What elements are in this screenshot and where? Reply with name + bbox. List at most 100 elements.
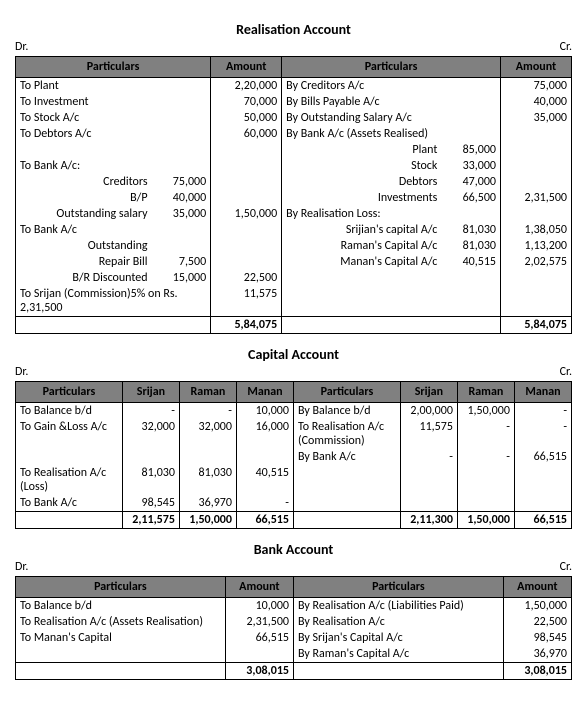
debit-total: 5,84,075 xyxy=(211,317,282,334)
credit-amount xyxy=(501,286,572,317)
debit-amount: 2,20,000 xyxy=(211,78,282,95)
credit-amount: 1,50,000 xyxy=(503,598,571,615)
debit-raman: 81,030 xyxy=(179,465,236,495)
credit-total: 5,84,075 xyxy=(501,317,572,334)
header-raman: Raman xyxy=(179,382,236,403)
debit-manan xyxy=(236,449,293,465)
debit-amount xyxy=(225,646,293,663)
credit-amount: 98,545 xyxy=(503,630,571,646)
header-srijan: Srijan xyxy=(400,382,457,403)
credit-particular xyxy=(293,495,400,512)
credit-srijan: 11,575 xyxy=(400,419,457,449)
credit-particular xyxy=(293,465,400,495)
credit-subamount: 47,000 xyxy=(441,174,500,190)
debit-particular: To Bank A/c xyxy=(16,495,123,512)
credit-subamount: 66,500 xyxy=(441,190,500,206)
debit-particular: Creditors xyxy=(16,174,152,190)
debit-amount: 2,31,500 xyxy=(225,614,293,630)
cr-label: Cr. xyxy=(560,560,572,574)
credit-amount xyxy=(501,206,572,222)
header-raman: Raman xyxy=(457,382,514,403)
credit-subamount: 85,000 xyxy=(441,142,500,158)
bank-account: Bank Account Dr. Cr. Particulars Amount … xyxy=(15,541,572,680)
credit-subamount: 40,515 xyxy=(441,254,500,270)
credit-raman: 1,50,000 xyxy=(457,403,514,420)
debit-total-manan: 66,515 xyxy=(236,512,293,529)
debit-manan: 10,000 xyxy=(236,403,293,420)
credit-particular: By Balance b/d xyxy=(293,403,400,420)
credit-particular: By Realisation A/c (Liabilities Paid) xyxy=(293,598,503,615)
debit-particular: To Manan's Capital xyxy=(16,630,226,646)
debit-particular: To Gain &Loss A/c xyxy=(16,419,123,449)
debit-srijan: - xyxy=(122,403,179,420)
debit-manan: - xyxy=(236,495,293,512)
credit-particular: By Outstanding Salary A/c xyxy=(282,110,501,126)
debit-subamount: 35,000 xyxy=(152,206,211,222)
debit-srijan: 32,000 xyxy=(122,419,179,449)
header-particulars: Particulars xyxy=(16,382,123,403)
debit-subamount: 15,000 xyxy=(152,270,211,286)
debit-raman: 36,970 xyxy=(179,495,236,512)
debit-subamount: 40,000 xyxy=(152,190,211,206)
debit-particular: B/P xyxy=(16,190,152,206)
credit-manan xyxy=(514,495,571,512)
credit-particular: Srijian's capital A/c xyxy=(282,222,442,238)
credit-particular xyxy=(282,270,501,286)
credit-amount xyxy=(501,270,572,286)
debit-particular: B/R Discounted xyxy=(16,270,152,286)
credit-amount: 22,500 xyxy=(503,614,571,630)
credit-particular: Raman's Capital A/c xyxy=(282,238,442,254)
debit-raman: 32,000 xyxy=(179,419,236,449)
dr-label: Dr. xyxy=(15,365,28,379)
credit-particular: By Bank A/c xyxy=(293,449,400,465)
debit-srijan xyxy=(122,449,179,465)
debit-amount xyxy=(211,238,282,254)
credit-amount: 2,02,575 xyxy=(501,254,572,270)
cr-label: Cr. xyxy=(560,365,572,379)
credit-total-raman: 1,50,000 xyxy=(457,512,514,529)
debit-particular: To Realisation A/c (Loss) xyxy=(16,465,123,495)
credit-particular: Stock xyxy=(282,158,442,174)
header-particulars: Particulars xyxy=(293,577,503,598)
credit-manan: 66,515 xyxy=(514,449,571,465)
bank-table: Particulars Amount Particulars Amount To… xyxy=(15,576,572,680)
credit-particular: By Srijan's Capital A/c xyxy=(293,630,503,646)
debit-particular: Outstanding xyxy=(16,238,152,254)
header-amount: Amount xyxy=(225,577,293,598)
debit-manan: 40,515 xyxy=(236,465,293,495)
debit-particular: To Srijan (Commission)5% on Rs. 2,31,500 xyxy=(16,286,211,317)
dr-label: Dr. xyxy=(15,40,28,54)
credit-amount: 36,970 xyxy=(503,646,571,663)
dr-cr-row: Dr. Cr. xyxy=(15,365,572,379)
debit-particular: To Bank A/c: xyxy=(16,158,211,174)
credit-particular: By Raman's Capital A/c xyxy=(293,646,503,663)
header-amount: Amount xyxy=(211,57,282,78)
header-manan: Manan xyxy=(236,382,293,403)
debit-raman: - xyxy=(179,403,236,420)
credit-particular: By Realisation Loss: xyxy=(282,206,501,222)
credit-amount xyxy=(501,142,572,158)
debit-amount: 60,000 xyxy=(211,126,282,142)
header-particulars: Particulars xyxy=(16,577,226,598)
capital-account: Capital Account Dr. Cr. Particulars Srij… xyxy=(15,346,572,529)
credit-amount: 75,000 xyxy=(501,78,572,95)
debit-amount xyxy=(211,142,282,158)
debit-amount: 11,575 xyxy=(211,286,282,317)
realisation-title: Realisation Account xyxy=(15,21,572,38)
debit-srijan: 81,030 xyxy=(122,465,179,495)
credit-amount xyxy=(501,158,572,174)
bank-title: Bank Account xyxy=(15,541,572,558)
debit-particular: To Debtors A/c xyxy=(16,126,211,142)
debit-particular: To Balance b/d xyxy=(16,598,226,615)
debit-amount xyxy=(211,158,282,174)
realisation-table: Particulars Amount Particulars Amount To… xyxy=(15,56,572,334)
credit-particular: To Realisation A/c (Commission) xyxy=(293,419,400,449)
debit-amount: 50,000 xyxy=(211,110,282,126)
debit-manan: 16,000 xyxy=(236,419,293,449)
credit-srijan xyxy=(400,495,457,512)
credit-particular: Manan's Capital A/c xyxy=(282,254,442,270)
credit-srijan xyxy=(400,465,457,495)
debit-particular: Repair Bill xyxy=(16,254,152,270)
debit-amount xyxy=(211,254,282,270)
credit-particular: By Bank A/c (Assets Realised) xyxy=(282,126,501,142)
